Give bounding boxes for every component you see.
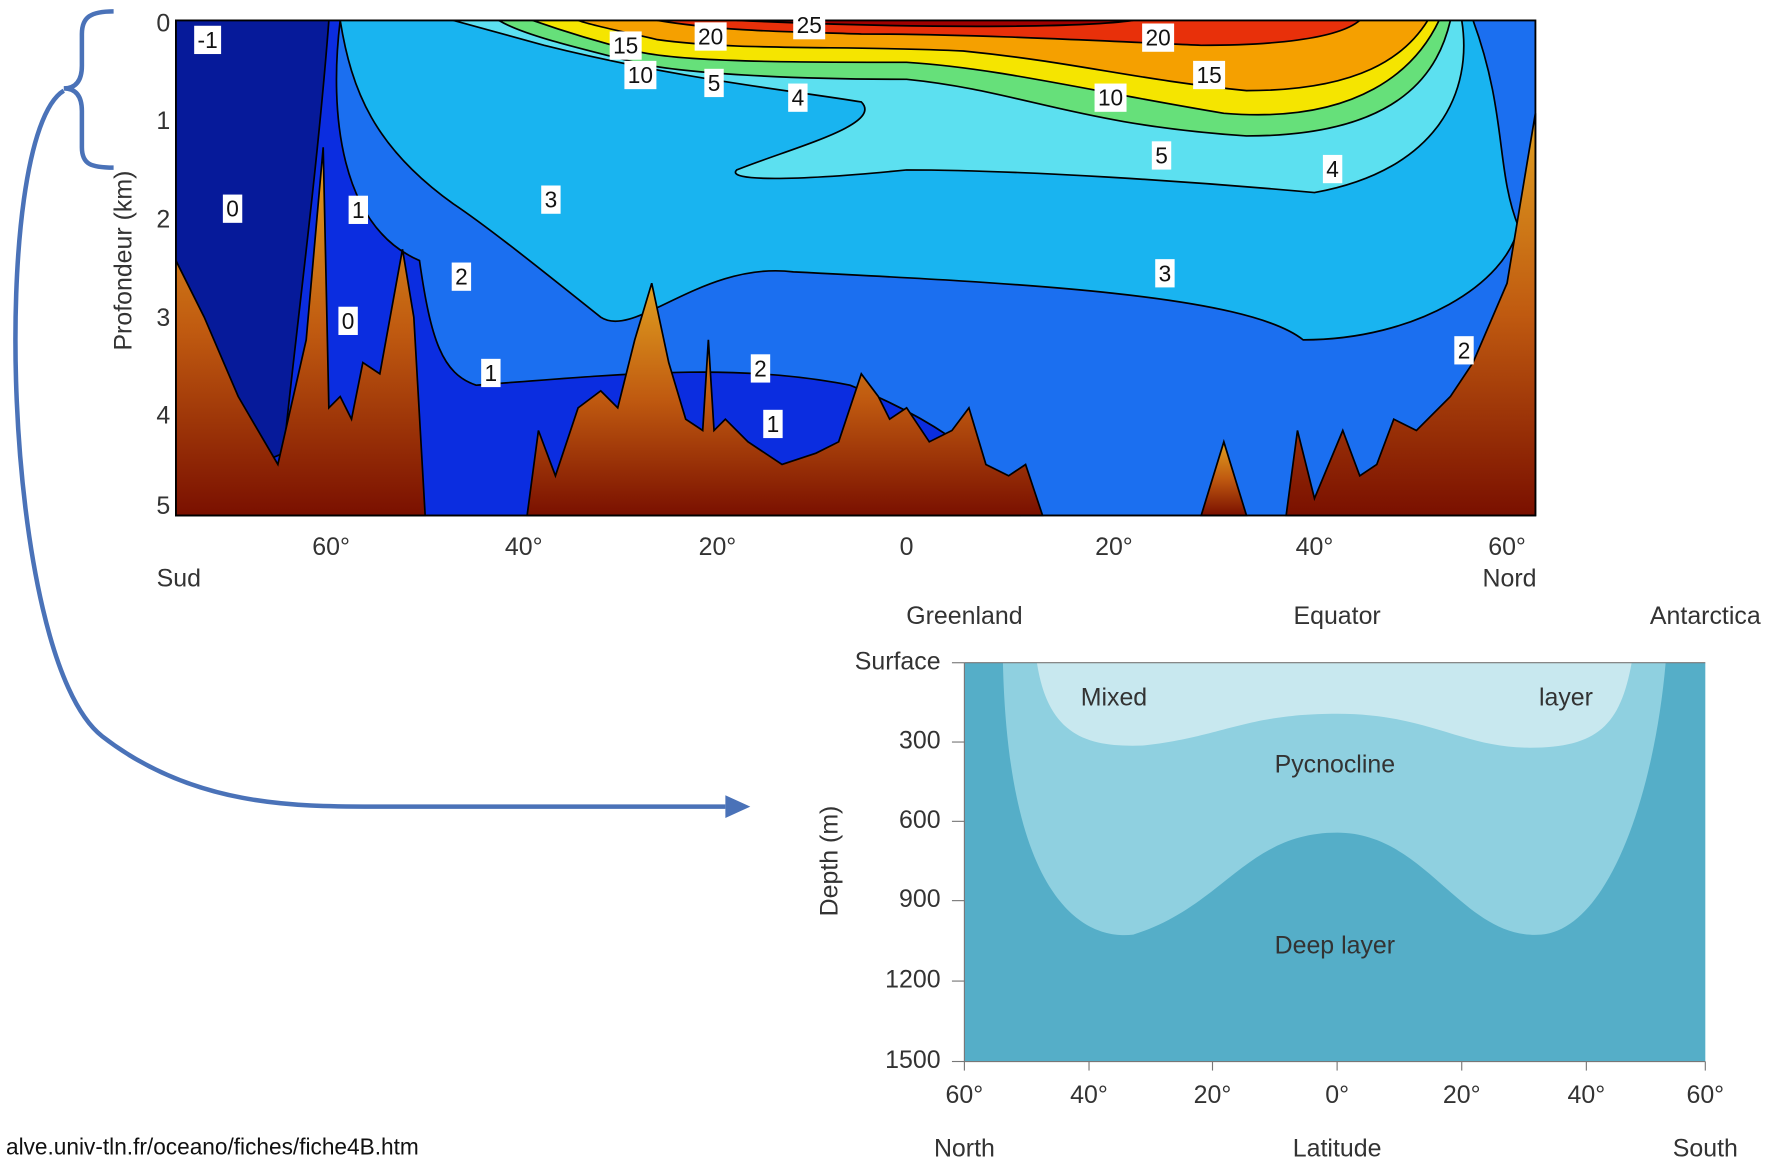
source: alve.univ-tln.fr/oceano/fiches/fiche4B.h… [6, 1134, 419, 1160]
x-tick-label: 60° [312, 533, 350, 561]
bottom-label: South [1673, 1134, 1738, 1162]
contour-label: 15 [613, 33, 638, 59]
x-tick-label: 40° [1070, 1081, 1108, 1109]
contour-label: 10 [628, 62, 653, 88]
contour-label: 1 [767, 411, 780, 437]
contour-label: 4 [792, 85, 805, 111]
y-tick-label: 3 [156, 304, 170, 332]
y-tick-label: 300 [899, 727, 941, 755]
brace [64, 11, 114, 167]
y-tick-label: 1 [156, 107, 170, 135]
x-tick-label: 20° [699, 533, 737, 561]
top-label: Greenland [906, 602, 1022, 630]
contour-label: 15 [1197, 62, 1222, 88]
top-label: Antarctica [1650, 602, 1761, 630]
contour-label: 0 [226, 196, 239, 222]
contour-label: 5 [708, 70, 721, 96]
y-tick-label: 5 [156, 492, 170, 520]
x-tick-label: 60° [1686, 1081, 1724, 1109]
y-axis-label: Profondeur (km) [110, 171, 138, 351]
bottom-label: Latitude [1293, 1134, 1382, 1162]
slide: Profondeur (km) Sud Nord 01234560°40°20°… [0, 0, 1777, 1168]
x-tick-label: 20° [1095, 533, 1133, 561]
contour-label: 20 [1146, 25, 1171, 51]
page: Profondeur (km) Sud Nord 01234560°40°20°… [0, 0, 1777, 1173]
y-tick-label: 0 [156, 10, 170, 38]
region-label: Mixed [1081, 684, 1147, 712]
contour-label: 3 [1159, 260, 1172, 286]
contour-label: 10 [1098, 85, 1123, 111]
top-figure [176, 20, 1535, 515]
region-label: Pycnocline [1275, 750, 1395, 778]
arrow-head [725, 795, 750, 818]
contour-label: 20 [698, 24, 723, 50]
x-tick-label: 60° [1488, 533, 1526, 561]
x-tick-label: 40° [1296, 533, 1334, 561]
bottom-label: North [934, 1134, 995, 1162]
region-label: Deep layer [1275, 932, 1395, 960]
contour-label: 4 [1326, 156, 1339, 182]
contour-label: 5 [1155, 142, 1168, 168]
x-tick-label: 0 [900, 533, 914, 561]
x-end-label: Sud [157, 565, 201, 593]
y-tick-label: 600 [899, 806, 941, 834]
y-tick-label: 900 [899, 885, 941, 913]
y-tick-label: 1500 [885, 1046, 940, 1074]
contour-label: -1 [198, 27, 218, 53]
x-tick-label: 20° [1443, 1081, 1481, 1109]
contour-label: 2 [455, 264, 468, 290]
x-tick-label: 40° [1568, 1081, 1606, 1109]
bottom-figure [964, 663, 1705, 1062]
contour-label: 3 [545, 187, 558, 213]
region-label: layer [1539, 684, 1593, 712]
x-tick-label: 0° [1325, 1081, 1349, 1109]
contour-label: 25 [797, 12, 822, 38]
x-end-label: Nord [1483, 565, 1537, 593]
contour-label: 1 [352, 197, 365, 223]
contour-label: 2 [754, 355, 767, 381]
x-tick-label: 60° [946, 1081, 984, 1109]
top-label: Equator [1294, 602, 1381, 630]
contour-label: 0 [342, 308, 355, 334]
y-tick-label: Surface [855, 647, 941, 675]
y-tick-label: 1200 [885, 966, 940, 994]
contour-label: 2 [1458, 337, 1471, 363]
contour-label: 1 [485, 360, 498, 386]
y-tick-label: 2 [156, 205, 170, 233]
y-axis-label: Depth (m) [815, 806, 843, 917]
y-tick-label: 4 [156, 401, 170, 429]
x-tick-label: 20° [1194, 1081, 1232, 1109]
x-tick-label: 40° [505, 533, 543, 561]
